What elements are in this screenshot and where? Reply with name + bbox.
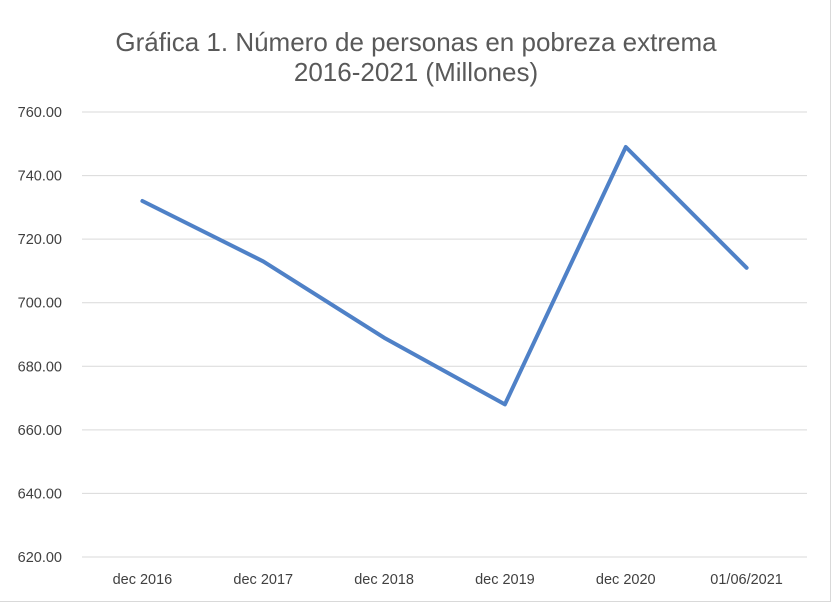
- data-point: [746, 267, 748, 269]
- chart-subtitle: 2016-2021 (Millones): [293, 57, 539, 87]
- y-tick-label: 720.00: [18, 232, 62, 248]
- x-axis-ticks: dec 2016 dec 2017 dec 2018 dec 2019 dec 2020…: [113, 572, 783, 588]
- y-tick-label: 760.00: [18, 105, 62, 121]
- x-tick-label: dec 2020: [596, 572, 656, 588]
- x-tick-label: dec 2018: [354, 572, 414, 588]
- y-tick-label: 740.00: [18, 169, 62, 185]
- data-point: [141, 200, 143, 202]
- chart-title: Gráfica 1. Número de personas en pobreza…: [115, 27, 717, 57]
- series-group: [140, 145, 749, 407]
- series-line: [140, 145, 749, 407]
- y-tick-label: 700.00: [18, 296, 62, 312]
- y-axis-ticks: 620.00 640.00 660.00 680.00 700.00 720.00 740.…: [18, 105, 62, 566]
- gridlines: [82, 111, 807, 558]
- y-tick-label: 680.00: [18, 359, 62, 375]
- y-tick-label: 640.00: [18, 486, 62, 502]
- y-tick-label: 620.00: [18, 550, 62, 566]
- y-tick-label: 660.00: [18, 423, 62, 439]
- data-point: [625, 146, 627, 148]
- x-tick-label: dec 2017: [233, 572, 293, 588]
- x-tick-label: dec 2016: [113, 572, 173, 588]
- data-point: [262, 260, 264, 262]
- x-tick-label: 01/06/2021: [710, 572, 783, 588]
- x-tick-label: dec 2019: [475, 572, 535, 588]
- data-point: [504, 403, 506, 405]
- data-point: [383, 337, 385, 339]
